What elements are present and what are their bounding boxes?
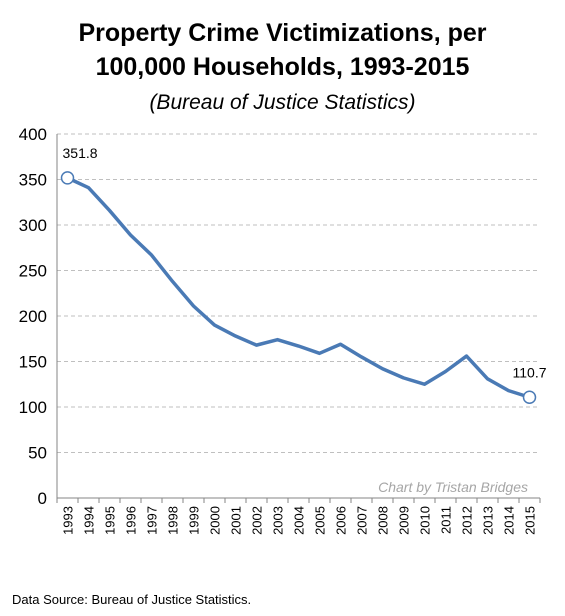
- y-tick-label-200: 200: [19, 307, 47, 326]
- chart-credit: Chart by Tristan Bridges: [378, 479, 528, 495]
- x-tick-label-2006: 2006: [334, 506, 349, 535]
- y-tick-label-150: 150: [19, 353, 47, 372]
- x-tick-label-2009: 2009: [397, 506, 412, 535]
- y-tick-label-300: 300: [19, 216, 47, 235]
- y-tick-label-350: 350: [19, 171, 47, 190]
- chart-title-line-2: 100,000 Households, 1993-2015: [95, 53, 470, 81]
- chart-subtitle: (Bureau of Justice Statistics): [149, 91, 416, 114]
- y-tick-label-50: 50: [28, 444, 47, 463]
- chart-title: Property Crime Victimizations, per 100,0…: [0, 16, 565, 84]
- x-tick-label-1994: 1994: [82, 506, 97, 535]
- x-tick-label-2008: 2008: [376, 506, 391, 535]
- x-tick-label-1993: 1993: [61, 506, 76, 535]
- x-tick-label-2001: 2001: [229, 506, 244, 535]
- x-tick-label-2014: 2014: [502, 506, 517, 535]
- x-tick-label-2011: 2011: [439, 506, 454, 534]
- y-tick-label-400: 400: [19, 125, 47, 144]
- y-tick-label-100: 100: [19, 398, 47, 417]
- data-point-marker-1993: [60, 171, 75, 185]
- x-tick-label-1996: 1996: [124, 506, 139, 535]
- x-tick-label-2007: 2007: [355, 506, 370, 535]
- x-tick-label-2003: 2003: [271, 506, 286, 535]
- line-chart: 0 50 100 150 200 250 300 350 400 1993 1994 1995 1996…: [19, 125, 547, 535]
- series-line-0: [65, 176, 532, 400]
- x-tick-label-2002: 2002: [250, 506, 265, 535]
- x-tick-label-1995: 1995: [103, 506, 118, 535]
- x-tick-label-1999: 1999: [187, 506, 202, 535]
- x-tick-label-2005: 2005: [313, 506, 328, 535]
- x-tick-label-2004: 2004: [292, 506, 307, 535]
- x-tick-label-1998: 1998: [166, 506, 181, 535]
- data-source-note: Data Source: Bureau of Justice Statistic…: [12, 592, 252, 607]
- data-label-2015: 110.7: [513, 364, 547, 380]
- x-tick-label-2015: 2015: [523, 506, 538, 535]
- x-tick-label-2012: 2012: [460, 506, 475, 535]
- x-tick-label-2000: 2000: [208, 506, 223, 535]
- x-tick-label-2013: 2013: [481, 506, 496, 535]
- x-tick-label-2010: 2010: [418, 506, 433, 535]
- y-tick-label-250: 250: [19, 262, 47, 281]
- y-tick-label-0: 0: [38, 489, 47, 508]
- data-label-1993: 351.8: [63, 145, 98, 161]
- chart-title-line-1: Property Crime Victimizations, per: [78, 19, 487, 47]
- data-point-marker-2015: [522, 390, 537, 405]
- x-tick-label-1997: 1997: [145, 506, 160, 535]
